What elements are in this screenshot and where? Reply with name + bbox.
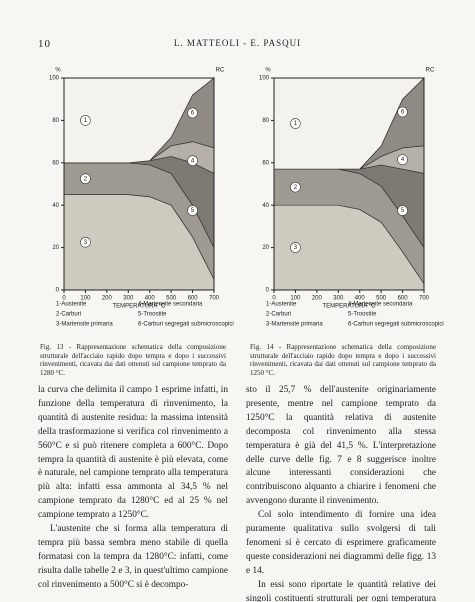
region-marker	[187, 205, 198, 216]
y-tick-label: 40	[52, 203, 59, 209]
y-tick-label: 20	[262, 245, 269, 251]
x-tick-label: 0	[62, 296, 66, 302]
text-column: la curva che delimita il campo 1 esprime…	[38, 384, 228, 593]
y-tick-label: 80	[52, 118, 59, 124]
region-label: 6	[191, 111, 195, 117]
y-tick-label: 80	[262, 118, 269, 124]
x-tick-label: 700	[209, 296, 220, 302]
x-tick-label: 600	[398, 296, 409, 302]
legend-entry: 6-Carburi segregati submicroscopici	[348, 322, 444, 328]
y-axis-title: %	[55, 68, 61, 74]
paragraph: sto il 25,7 % dell'austenite originariam…	[246, 385, 436, 507]
x-tick-label: 400	[145, 296, 156, 302]
region-label: 6	[401, 109, 405, 115]
y-tick-label: 60	[52, 160, 59, 166]
y-axis-title: %	[265, 68, 271, 74]
running-head: L. MATTEOLI - E. PASQUI	[173, 38, 302, 48]
legend-entry: 2-Carburi	[56, 312, 81, 318]
legend-entry: 5-Troostite	[348, 312, 377, 318]
figure-caption: Fig. 14 - Rappresentazione schematica de…	[250, 343, 436, 377]
region-marker	[187, 107, 198, 119]
plot-frame	[63, 77, 215, 291]
figures: 3 3-Martensite primaria 2 2-Carburi 5 5-Troos…	[49, 68, 444, 328]
region-marker	[290, 242, 301, 253]
region-marker	[397, 205, 408, 216]
x-axis-title: TEMPERATURA °C	[113, 304, 167, 310]
region-label: 5	[191, 208, 195, 214]
region-marker	[80, 237, 91, 248]
legend-entry: 6-Carburi segregati submicroscopici	[138, 322, 234, 328]
x-tick-label: 600	[188, 296, 199, 302]
y2-axis-title: RC	[216, 68, 225, 74]
region-label: 4	[401, 157, 405, 163]
x-axis-title: TEMPERATURA °C	[323, 304, 377, 310]
region-label: 3	[294, 245, 298, 251]
region-label: 4	[191, 158, 195, 164]
x-tick-label: 400	[355, 296, 366, 302]
paragraph: L'austenite che si forma alla temperatur…	[38, 524, 228, 590]
legend-entry: 1-Austenite	[56, 302, 87, 308]
x-tick-label: 200	[312, 296, 323, 302]
y-tick-label: 40	[262, 203, 269, 209]
region-label: 5	[401, 208, 405, 214]
y-tick-label: 0	[56, 288, 60, 294]
x-tick-label: 300	[333, 296, 344, 302]
x-tick-label: 500	[166, 296, 177, 302]
legend-entry: 3-Martensite primaria	[56, 322, 113, 328]
y-tick-label: 20	[52, 245, 59, 251]
legend-entry: 4-Martensite secondaria	[348, 302, 413, 308]
legend-entry: 3-Martensite primaria	[266, 322, 323, 328]
x-tick-label: 300	[123, 296, 134, 302]
x-tick-label: 100	[290, 296, 301, 302]
x-tick-label: 200	[102, 296, 113, 302]
y-tick-label: 100	[259, 76, 270, 82]
region-label: 1	[84, 118, 88, 124]
legend-entry: 4-Martensite secondaria	[138, 302, 203, 308]
y-tick-label: 0	[266, 288, 270, 294]
legend-entry: 1-Austenite	[266, 302, 297, 308]
x-tick-label: 0	[272, 296, 276, 302]
region-marker	[80, 115, 91, 126]
y-tick-label: 100	[49, 76, 60, 82]
x-tick-label: 500	[376, 296, 387, 302]
x-tick-label: 100	[80, 296, 91, 302]
plot-frame	[273, 77, 425, 291]
region-label: 2	[84, 176, 88, 182]
region-label: 1	[294, 121, 298, 127]
paragraph: In essi sono riportate le quantità relat…	[246, 579, 436, 602]
page-number: 10	[38, 38, 51, 50]
region-marker	[290, 181, 301, 193]
y2-axis-title: RC	[426, 68, 435, 74]
region-label: 3	[84, 240, 88, 246]
region-marker	[397, 106, 408, 118]
text-column: sto il 25,7 % dell'austenite originariam…	[246, 384, 436, 602]
legend-entry: 5-Troostite	[138, 312, 167, 318]
legend-entry: 2-Carburi	[266, 312, 291, 318]
region-marker	[187, 155, 198, 166]
region-marker	[290, 118, 301, 129]
figure-caption: Fig. 13 - Rappresentazione schematica de…	[40, 343, 226, 377]
paragraph: la curva che delimita il campo 1 esprime…	[38, 385, 228, 521]
region-label: 2	[294, 185, 298, 191]
y-tick-label: 60	[262, 160, 269, 166]
region-marker	[397, 154, 408, 165]
x-tick-label: 700	[419, 296, 430, 302]
region-marker	[80, 173, 91, 184]
paragraph: Col solo intendimento di fornire una ide…	[246, 510, 436, 576]
